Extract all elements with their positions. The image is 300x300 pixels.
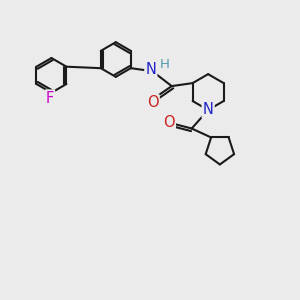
Text: O: O — [163, 115, 175, 130]
Text: N: N — [203, 103, 214, 118]
Text: H: H — [160, 58, 170, 71]
Text: O: O — [147, 95, 159, 110]
Text: F: F — [46, 91, 54, 106]
Text: N: N — [146, 62, 156, 77]
